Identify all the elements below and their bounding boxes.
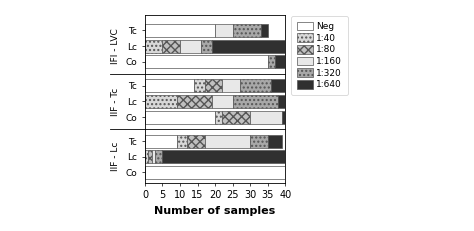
Bar bbox=[278, 95, 285, 108]
Bar bbox=[261, 24, 268, 37]
Bar bbox=[240, 79, 271, 92]
Bar bbox=[233, 95, 278, 108]
Bar bbox=[145, 150, 148, 163]
Bar bbox=[222, 79, 240, 92]
Bar bbox=[201, 40, 211, 53]
Legend: Neg, 1:40, 1:80, 1:160, 1:320, 1:640: Neg, 1:40, 1:80, 1:160, 1:320, 1:640 bbox=[291, 16, 348, 95]
Bar bbox=[233, 24, 261, 37]
Bar bbox=[211, 95, 233, 108]
Bar bbox=[176, 95, 211, 108]
Text: IIF - Tc: IIF - Tc bbox=[110, 87, 119, 116]
Bar bbox=[163, 150, 285, 163]
Bar bbox=[152, 150, 155, 163]
Bar bbox=[205, 79, 222, 92]
Bar bbox=[145, 79, 194, 92]
Bar bbox=[215, 111, 222, 124]
Bar bbox=[145, 24, 215, 37]
Bar bbox=[250, 135, 268, 148]
Bar bbox=[211, 40, 285, 53]
Text: IIF - Lc: IIF - Lc bbox=[110, 142, 119, 171]
Bar bbox=[145, 111, 215, 124]
Bar bbox=[275, 55, 285, 68]
Bar bbox=[145, 55, 268, 68]
Bar bbox=[194, 79, 205, 92]
Bar bbox=[163, 40, 180, 53]
Bar bbox=[155, 150, 163, 163]
Bar bbox=[145, 166, 285, 179]
Bar bbox=[250, 111, 282, 124]
Text: IFI - LVC: IFI - LVC bbox=[110, 28, 119, 64]
Bar bbox=[176, 135, 187, 148]
Bar bbox=[268, 55, 275, 68]
Bar bbox=[268, 135, 282, 148]
Bar bbox=[145, 135, 176, 148]
Bar bbox=[187, 135, 205, 148]
Bar bbox=[282, 111, 285, 124]
Bar bbox=[145, 40, 163, 53]
Bar bbox=[271, 79, 285, 92]
Bar bbox=[145, 95, 176, 108]
X-axis label: Number of samples: Number of samples bbox=[155, 206, 276, 216]
Bar bbox=[148, 150, 152, 163]
Bar bbox=[222, 111, 250, 124]
Bar bbox=[180, 40, 201, 53]
Bar bbox=[215, 24, 233, 37]
Bar bbox=[205, 135, 250, 148]
